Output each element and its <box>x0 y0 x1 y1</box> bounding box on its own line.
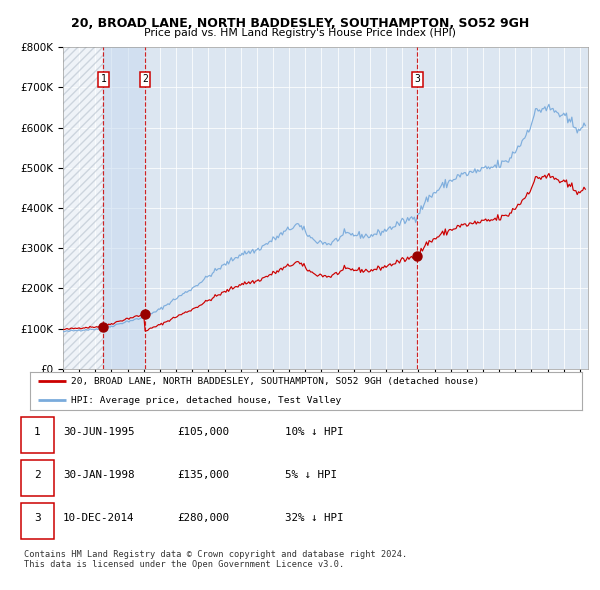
Text: £105,000: £105,000 <box>177 427 229 437</box>
Text: 30-JUN-1995: 30-JUN-1995 <box>63 427 134 437</box>
Text: £135,000: £135,000 <box>177 470 229 480</box>
Text: £280,000: £280,000 <box>177 513 229 523</box>
Text: 20, BROAD LANE, NORTH BADDESLEY, SOUTHAMPTON, SO52 9GH: 20, BROAD LANE, NORTH BADDESLEY, SOUTHAM… <box>71 17 529 30</box>
Text: 2: 2 <box>34 470 41 480</box>
Text: 3: 3 <box>34 513 41 523</box>
Text: Contains HM Land Registry data © Crown copyright and database right 2024.
This d: Contains HM Land Registry data © Crown c… <box>24 550 407 569</box>
Text: 10-DEC-2014: 10-DEC-2014 <box>63 513 134 523</box>
Text: 3: 3 <box>415 74 421 84</box>
Text: 5% ↓ HPI: 5% ↓ HPI <box>285 470 337 480</box>
Text: HPI: Average price, detached house, Test Valley: HPI: Average price, detached house, Test… <box>71 396 341 405</box>
Text: 1: 1 <box>34 427 41 437</box>
Text: 2: 2 <box>142 74 148 84</box>
Text: 32% ↓ HPI: 32% ↓ HPI <box>285 513 343 523</box>
Bar <box>103 47 145 369</box>
Text: 1: 1 <box>100 74 106 84</box>
Text: 20, BROAD LANE, NORTH BADDESLEY, SOUTHAMPTON, SO52 9GH (detached house): 20, BROAD LANE, NORTH BADDESLEY, SOUTHAM… <box>71 377 479 386</box>
Text: 30-JAN-1998: 30-JAN-1998 <box>63 470 134 480</box>
Bar <box>63 47 103 369</box>
Text: 10% ↓ HPI: 10% ↓ HPI <box>285 427 343 437</box>
Text: Price paid vs. HM Land Registry's House Price Index (HPI): Price paid vs. HM Land Registry's House … <box>144 28 456 38</box>
